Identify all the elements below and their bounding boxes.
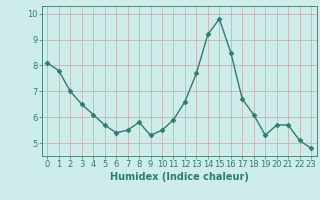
- X-axis label: Humidex (Indice chaleur): Humidex (Indice chaleur): [110, 172, 249, 182]
